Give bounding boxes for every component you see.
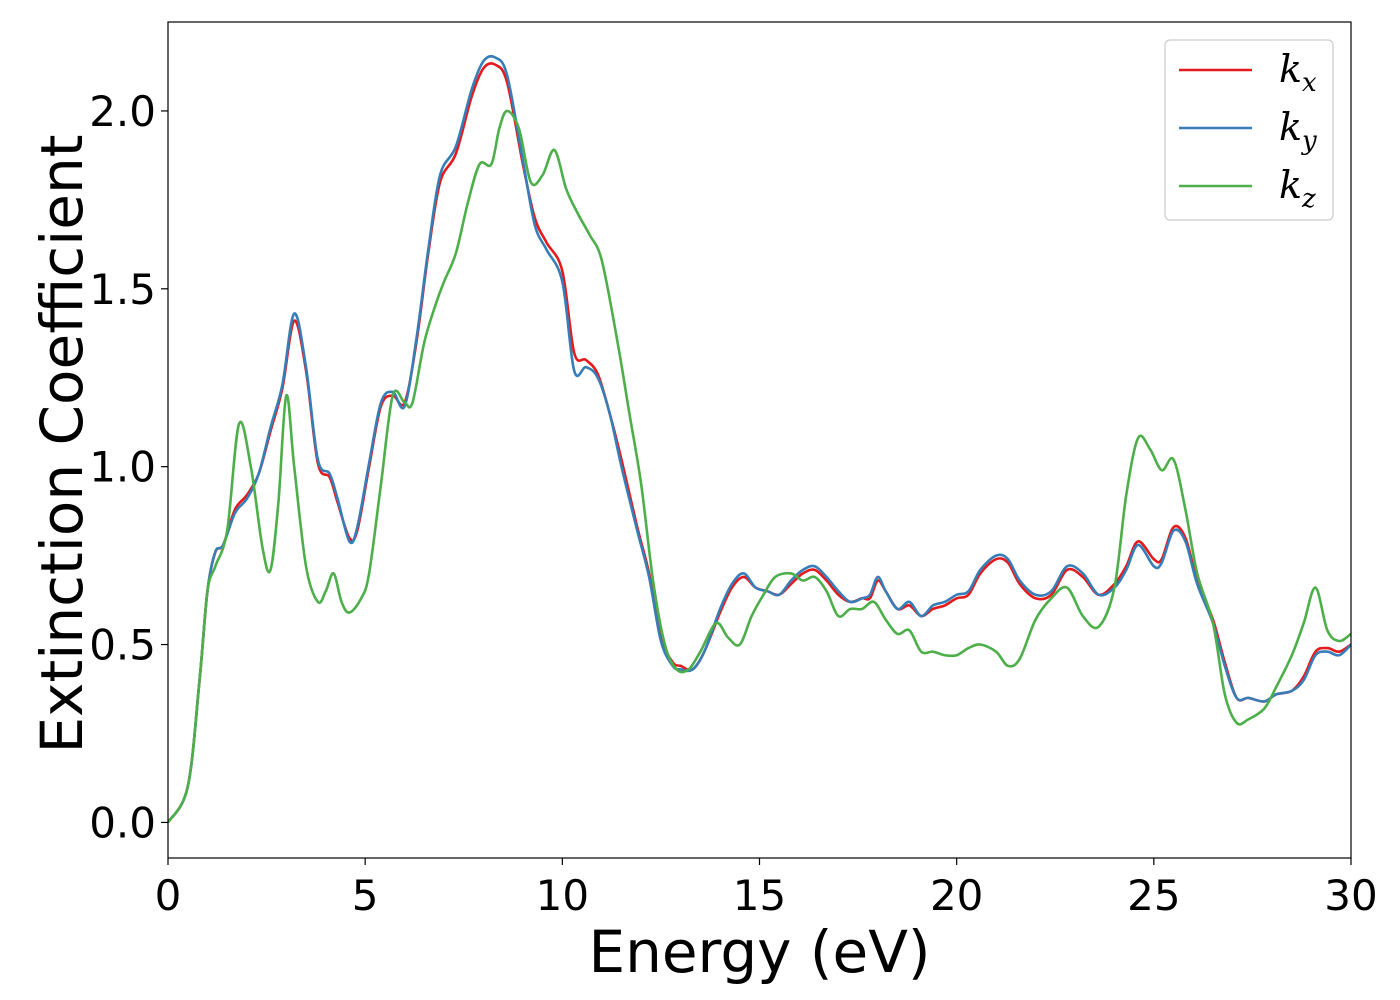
x-tick-label: 15: [733, 871, 786, 920]
x-tick-label: 25: [1127, 871, 1180, 920]
legend-label-z: kz: [1279, 163, 1316, 214]
legend-box: [1164, 39, 1334, 221]
legend-label-base: k: [1279, 47, 1302, 91]
series-line-z: [168, 109, 1351, 824]
x-tick-label: 20: [930, 871, 983, 920]
y-tick-label: 2.0: [89, 87, 156, 136]
y-tick-label: 1.5: [89, 265, 156, 314]
x-axis-ticks: 0 5 10 15 20 25 30: [155, 858, 1378, 920]
legend-label-sub: x: [1302, 68, 1317, 98]
y-axis-label: Extinction Coefficient: [28, 135, 96, 754]
legend-label-base: k: [1279, 105, 1302, 149]
y-tick-label: 0.0: [89, 798, 156, 847]
x-tick-label: 10: [536, 871, 589, 920]
legend-label-y: ky: [1279, 105, 1317, 156]
y-tick-label: 0.5: [89, 621, 156, 670]
x-tick-label: 30: [1324, 871, 1377, 920]
legend-label-x: kx: [1279, 47, 1317, 98]
legend-label-sub: z: [1301, 184, 1316, 214]
legend-label-base: k: [1279, 163, 1302, 207]
legend-label-sub: y: [1301, 126, 1317, 156]
x-tick-label: 0: [155, 871, 182, 920]
y-tick-label: 1.0: [89, 443, 156, 492]
plot-series-group: [168, 54, 1351, 824]
y-axis-ticks: 0.0 0.5 1.0 1.5 2.0: [89, 87, 168, 847]
x-axis-label: Energy (eV): [588, 918, 930, 986]
x-tick-label: 5: [352, 871, 379, 920]
series-line-y: [168, 54, 1351, 824]
